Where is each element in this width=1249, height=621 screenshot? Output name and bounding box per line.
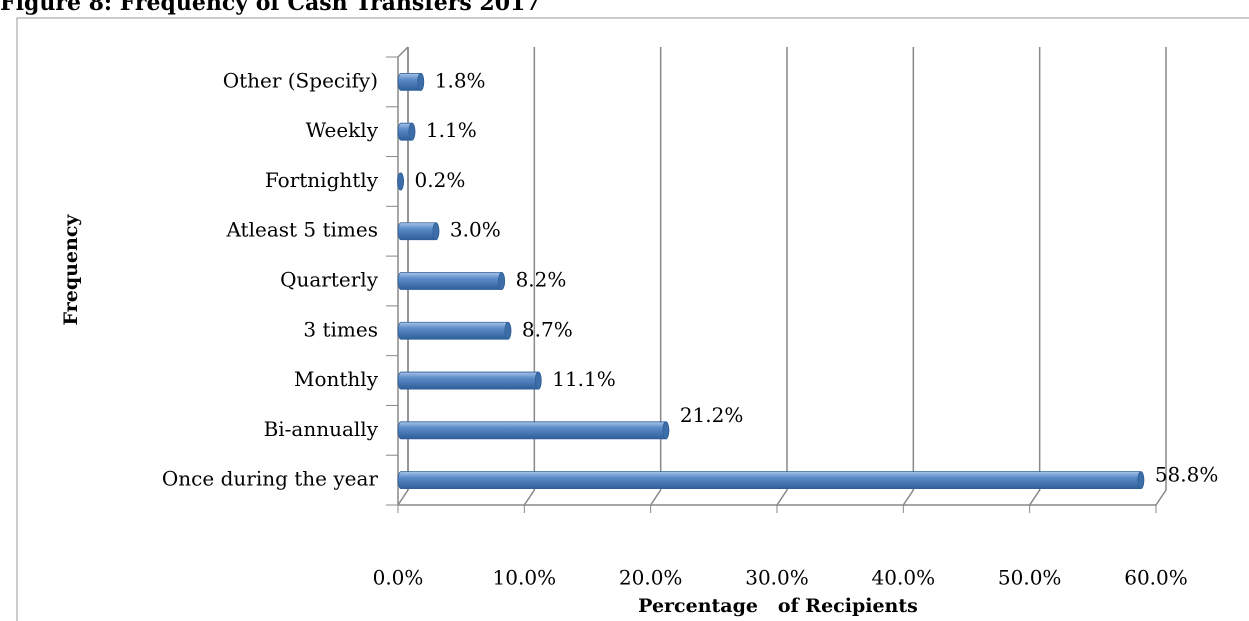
y-tick-label: Weekly [306,118,379,142]
x-tick-label: 10.0% [493,566,557,590]
bar [397,371,542,390]
bar-cap [662,421,670,440]
y-tick-label: Monthly [294,367,379,391]
y-tick-label: Atleast 5 times [225,218,378,242]
bar-cap [534,371,542,390]
bar [397,321,512,340]
grid-line [1029,47,1041,506]
y-axis-title: Frequency [60,214,82,326]
bar-cap [498,272,505,290]
value-label: 58.8% [1155,463,1219,487]
grid-line [776,47,788,506]
axis-corner [397,46,409,58]
x-tick-label: 0.0% [373,566,424,590]
grid-line [523,47,536,506]
y-tick-label: Bi-annually [264,417,379,441]
bar-cap [432,222,440,241]
bar-cap [504,321,512,340]
x-tick-label: 30.0% [745,566,809,590]
grid-line [650,47,662,506]
value-label: 1.8% [435,68,486,92]
x-tick-label: 20.0% [619,566,683,590]
value-label: 3.0% [450,218,501,242]
value-label: 8.7% [522,317,573,341]
grid-line [1155,47,1167,506]
y-tick-label: Once during the year [162,467,379,491]
grid-line [397,47,409,506]
x-tick-label: 50.0% [998,566,1062,590]
x-tick-label: 40.0% [872,566,936,590]
bar-cap [417,72,425,91]
bar-cap [408,122,416,141]
grid-line [902,47,915,506]
value-label: 21.2% [680,403,744,427]
chart-frame [16,17,1249,621]
value-label: 8.2% [516,268,567,292]
bar-cap [1137,471,1145,490]
y-tick-label: Quarterly [280,268,379,292]
value-label: 11.1% [552,367,616,391]
bar [397,421,670,440]
x-axis-title: Percentage of Recipients [638,595,918,617]
y-tick-label: 3 times [303,317,378,341]
bar-cap [397,172,404,191]
bar [397,272,505,290]
y-tick-label: Other (Specify) [223,68,378,92]
bar [397,471,1145,490]
value-label: 0.2% [415,168,466,192]
value-label: 1.1% [426,118,477,142]
y-tick-label: Fortnightly [265,168,379,192]
chart-title: Figure 8: Frequency of Cash Transfers 20… [0,0,541,16]
x-tick-label: 60.0% [1124,566,1188,590]
